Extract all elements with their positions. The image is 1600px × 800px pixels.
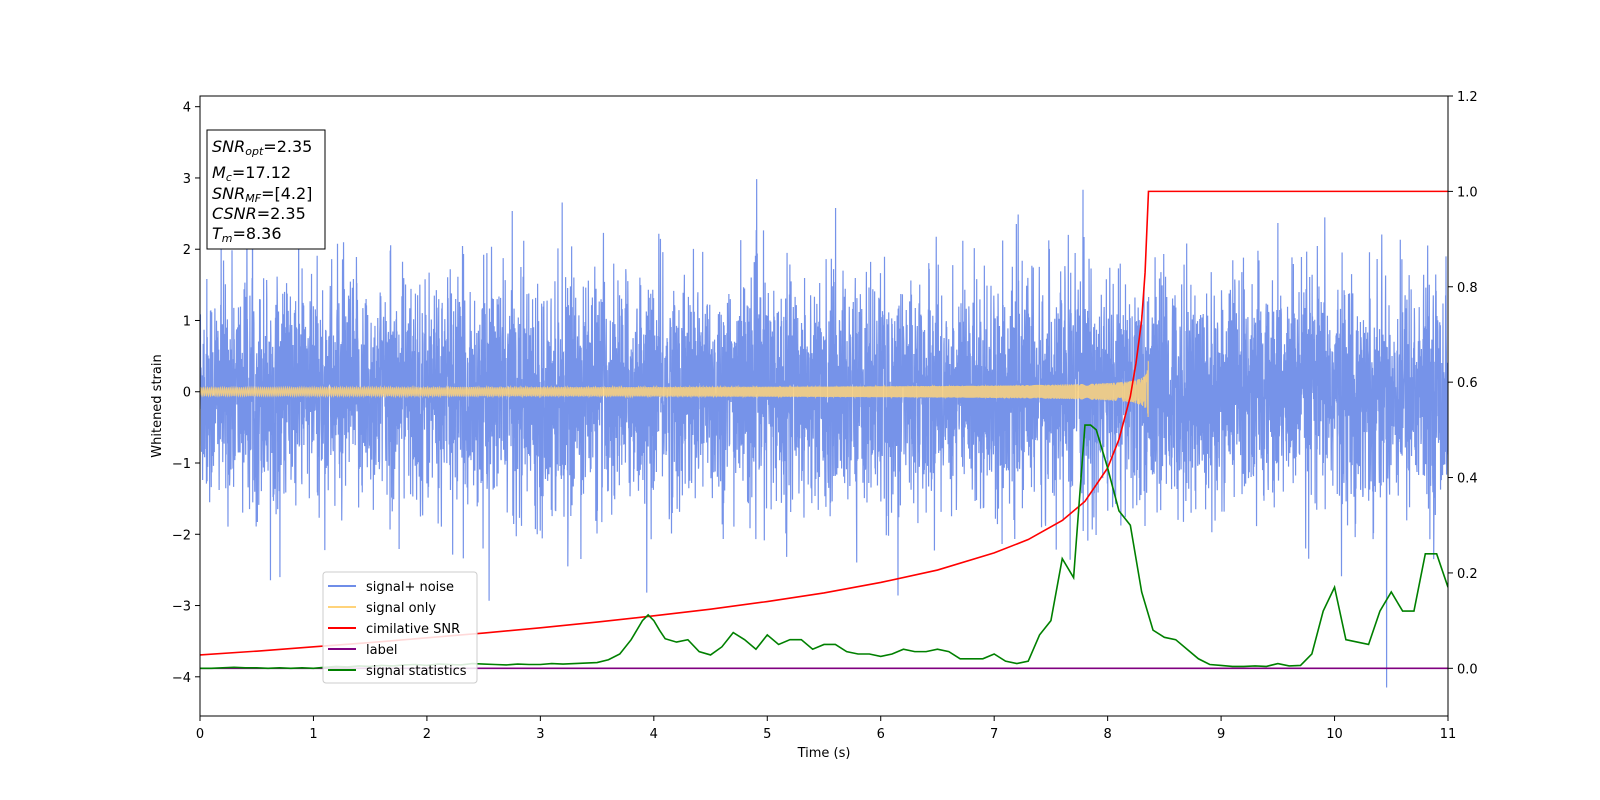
series-signal-noise xyxy=(200,179,1448,688)
y-right-tick-label: 0.4 xyxy=(1457,472,1478,487)
y-right-tick-label: 0.0 xyxy=(1457,662,1478,677)
annotation-mc: Mc=17.12 xyxy=(212,163,291,184)
y-left-tick-label: 1 xyxy=(183,314,191,329)
y-left-tick-label: 0 xyxy=(183,386,191,401)
x-tick-label: 2 xyxy=(423,727,431,742)
y-right-tick-label: 0.8 xyxy=(1457,281,1478,296)
snr-mf-value: =[4.2] xyxy=(261,184,312,203)
annotation-box: SNRopt=2.35 Mc=17.12 SNRMF=[4.2] CSNR=2.… xyxy=(206,129,326,250)
tm-base: T xyxy=(212,224,223,243)
x-tick-label: 0 xyxy=(196,727,204,742)
y-left-tick-label: 4 xyxy=(183,101,191,116)
x-tick-label: 8 xyxy=(1103,727,1111,742)
legend-label: signal statistics xyxy=(366,664,467,679)
y-left-tick-label: 2 xyxy=(183,243,191,258)
x-tick-label: 7 xyxy=(990,727,998,742)
x-tick-label: 6 xyxy=(877,727,885,742)
legend-label: cimilative SNR xyxy=(366,622,460,637)
snr-mf-base: SNR xyxy=(212,184,245,203)
mc-base: M xyxy=(212,163,226,182)
x-tick-label: 5 xyxy=(763,727,771,742)
x-tick-label: 4 xyxy=(650,727,658,742)
x-tick-label: 11 xyxy=(1440,727,1457,742)
annotation-frame xyxy=(206,129,326,250)
legend: signal+ noise signal only cimilative SNR la… xyxy=(322,571,478,684)
y-right-tick-label: 0.2 xyxy=(1457,567,1478,582)
x-tick-label: 9 xyxy=(1217,727,1225,742)
plot-frame xyxy=(199,95,1449,717)
y-right-tick-label: 0.6 xyxy=(1457,376,1478,391)
annotation-tm: Tm=8.36 xyxy=(212,224,282,245)
y-left-tick-label: 3 xyxy=(183,172,191,187)
mc-value: =17.12 xyxy=(232,163,291,182)
y-left-tick-label: −3 xyxy=(172,600,191,615)
legend-frame xyxy=(322,571,478,684)
tm-sub: m xyxy=(222,232,233,245)
annotation-snr-mf: SNRMF=[4.2] xyxy=(212,184,312,205)
ticks-layer: 0 1 2 3 4 5 6 7 8 9 10 11 −4 −3 −2 −1 0 1 2 3 4 0.0 0.2 0.4 0.6 0… xyxy=(172,90,1478,742)
snr-mf-sub: MF xyxy=(245,192,261,205)
y-right-tick-label: 1.0 xyxy=(1457,185,1478,200)
mc-sub: c xyxy=(226,171,232,184)
snr-opt-base: SNR xyxy=(212,137,245,156)
y-axis-label: Whitened strain xyxy=(150,354,165,457)
snr-opt-sub: opt xyxy=(245,145,264,158)
snr-opt-value: =2.35 xyxy=(263,137,312,156)
y-right-tick-label: 1.2 xyxy=(1457,90,1478,105)
annotation-csnr: CSNR=2.35 xyxy=(212,204,306,223)
x-tick-label: 1 xyxy=(309,727,317,742)
series-signal-only xyxy=(200,360,1149,418)
y-left-tick-label: −1 xyxy=(172,457,191,472)
annotation-snr-opt: SNRopt=2.35 xyxy=(212,137,312,158)
x-tick-label: 3 xyxy=(536,727,544,742)
csnr-base: CSNR xyxy=(212,204,257,223)
x-axis-label: Time (s) xyxy=(797,746,851,761)
legend-entries: signal+ noise signal only cimilative SNR la… xyxy=(328,580,467,679)
y-left-tick-label: −4 xyxy=(172,671,191,686)
x-tick-label: 10 xyxy=(1326,727,1343,742)
csnr-value: =2.35 xyxy=(257,204,306,223)
tm-value: =8.36 xyxy=(233,224,282,243)
y-left-tick-label: −2 xyxy=(172,528,191,543)
legend-label: label xyxy=(366,643,397,658)
legend-label: signal+ noise xyxy=(366,580,454,595)
legend-label: signal only xyxy=(366,601,436,616)
